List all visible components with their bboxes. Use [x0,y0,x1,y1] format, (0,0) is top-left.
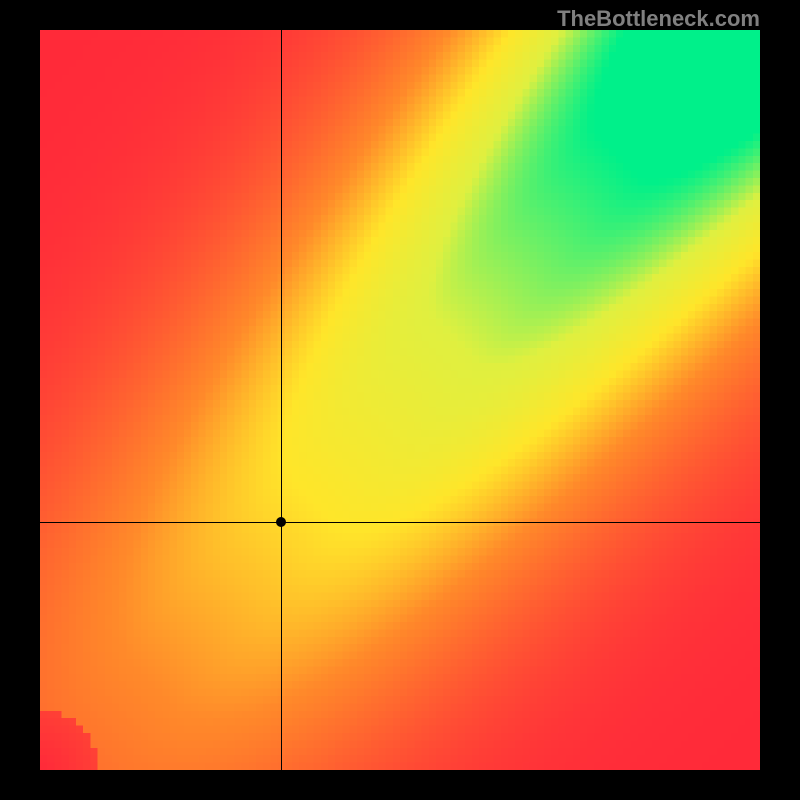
crosshair-vertical [281,30,282,770]
chart-container: { "watermark": { "text": "TheBottleneck.… [0,0,800,800]
watermark-text: TheBottleneck.com [557,6,760,32]
crosshair-horizontal [40,522,760,523]
crosshair-marker [276,517,286,527]
heatmap-canvas [40,30,760,770]
heatmap-plot [40,30,760,770]
